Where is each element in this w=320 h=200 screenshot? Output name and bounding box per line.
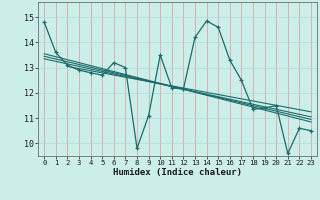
X-axis label: Humidex (Indice chaleur): Humidex (Indice chaleur) (113, 168, 242, 177)
